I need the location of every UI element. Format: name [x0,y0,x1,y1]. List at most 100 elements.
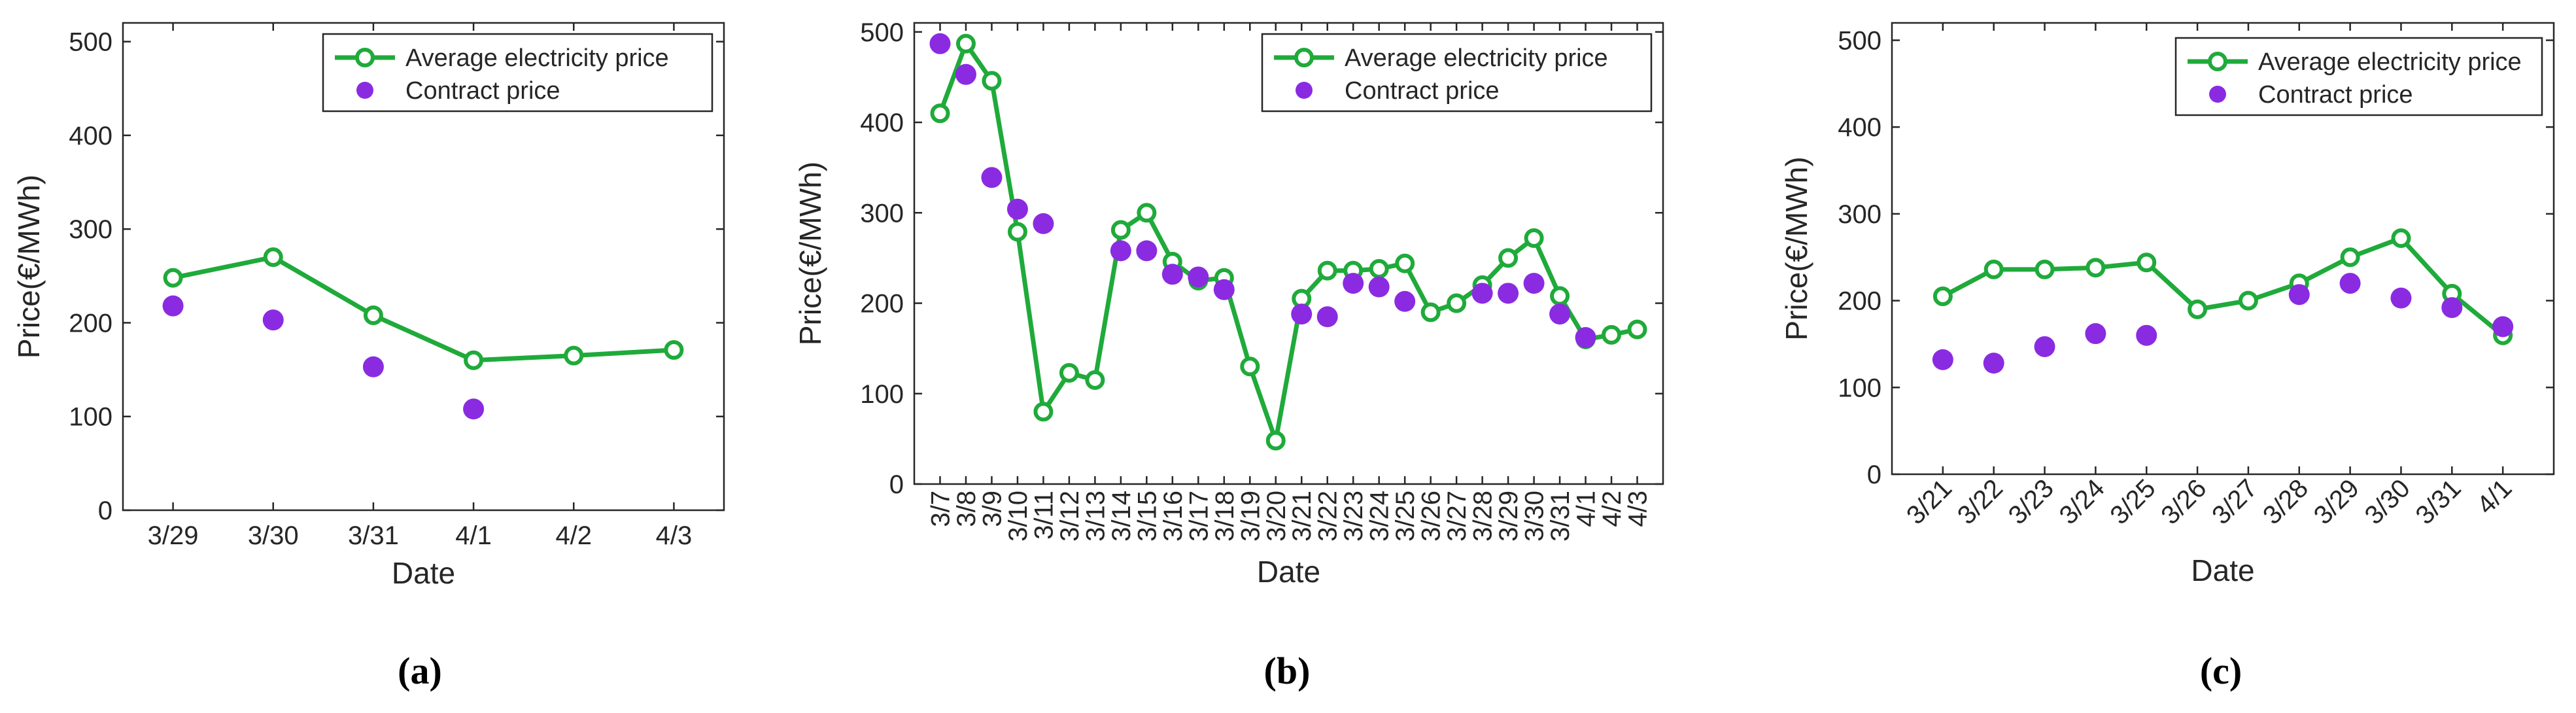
avg-price-marker [1984,259,2004,279]
x-tick-label: 3/26 [1417,491,1446,542]
y-tick-label: 300 [860,199,904,228]
x-tick-label: 3/15 [1133,491,1161,542]
avg-price-marker [263,247,283,268]
x-tick-label: 4/2 [555,521,592,550]
contract-price-dot [1213,279,1235,300]
x-tick-label: 3/28 [1469,491,1498,542]
x-tick-label: 3/18 [1211,491,1239,542]
x-tick-label: 3/23 [1339,491,1368,542]
x-tick-label: 3/30 [1520,491,1549,542]
contract-price-dot [463,398,485,420]
x-tick-label: 4/1 [455,521,492,550]
x-tick-label: 3/31 [348,521,399,550]
y-tick-label: 100 [69,403,112,432]
y-tick-label: 300 [1838,200,1881,229]
avg-price-marker [1395,253,1415,273]
avg-price-marker [1265,430,1286,451]
y-tick-label: 400 [860,109,904,137]
contract-price-dot [1291,304,1313,325]
x-tick-label: 3/25 [2104,474,2161,530]
x-tick-label: 3/8 [952,491,981,527]
contract-price-dot [2136,324,2157,346]
x-tick-label: 3/29 [1494,491,1523,542]
x-tick-label: 3/30 [2360,474,2416,530]
avg-price-marker [664,340,684,360]
avg-price-marker [564,345,584,366]
x-tick-label: 3/29 [2309,474,2365,530]
contract-price-dot [2492,316,2514,338]
legend-label-contract: Contract price [1345,77,1500,105]
x-tick-label: 3/16 [1159,491,1188,542]
contract-price-dot [1316,306,1338,328]
legend-dot-sample [1296,82,1313,99]
avg-price-marker [2340,247,2360,268]
contract-price-dot [1110,240,1131,262]
y-axis-label: Price(€/MWh) [793,162,827,345]
x-tick-label: 3/27 [2207,474,2263,530]
x-tick-label: 3/28 [2258,474,2314,530]
avg-price-marker [1932,286,1953,306]
y-tick-label: 400 [1838,113,1881,142]
avg-price-marker [930,103,950,124]
contract-price-dot [1575,327,1596,349]
legend-marker-sample [355,48,375,67]
y-tick-label: 0 [1867,461,1881,489]
avg-price-marker [1420,302,1441,322]
avg-price-marker [1369,259,1389,279]
legend-label-contract: Contract price [405,77,560,105]
y-tick-label: 500 [69,28,112,57]
avg-price-marker [955,33,976,54]
x-tick-label: 4/1 [2471,474,2517,519]
legend-box [322,33,713,113]
x-tick-label: 4/3 [1624,491,1653,527]
x-tick-label: 3/11 [1029,491,1058,540]
legend-label-contract: Contract price [2258,81,2413,109]
contract-price-dot [929,33,951,54]
avg-price-line [172,254,674,363]
x-axis-label: Date [392,556,455,590]
y-tick-label: 0 [889,470,904,499]
avg-price-marker [982,71,1002,91]
y-tick-label: 200 [1838,287,1881,316]
contract-price-dot [2390,287,2412,309]
x-tick-label: 3/21 [1288,491,1316,542]
y-tick-label: 500 [860,18,904,47]
panel-caption: (a) [398,650,442,692]
avg-price-marker [464,350,484,370]
panel-caption: (c) [2200,650,2242,692]
x-tick-label: 3/29 [148,521,199,550]
y-tick-label: 300 [69,215,112,244]
contract-price-dot [1932,349,1953,370]
avg-price-marker [1033,402,1054,422]
contract-price-dot [1188,266,1209,288]
legend-box [1261,33,1653,113]
contract-price-dot [162,295,184,317]
x-tick-label: 3/21 [1901,474,1957,530]
avg-price-marker [1240,356,1260,377]
avg-price-marker [1550,286,1570,306]
avg-price-marker [2238,290,2258,311]
contract-price-dot [1394,290,1416,312]
legend-dot-sample [2209,86,2226,103]
avg-price-line [938,41,1638,443]
x-tick-label: 3/24 [1365,491,1394,542]
avg-price-marker [1602,324,1622,345]
avg-price-marker [163,268,183,288]
contract-price-dot [1983,353,2004,374]
x-tick-label: 3/31 [1546,491,1575,542]
contract-price-dot [1161,264,1183,285]
y-axis-label: Price(€/MWh) [12,175,46,358]
avg-price-marker [1110,220,1131,240]
avg-price-marker [363,305,383,325]
x-tick-label: 3/7 [926,491,955,527]
x-tick-label: 3/10 [1004,491,1033,542]
contract-price-dot [2288,284,2310,305]
x-tick-label: 3/22 [1952,474,2008,530]
legend-label-avg: Average electricity price [1345,44,1608,72]
x-tick-label: 3/25 [1391,491,1420,542]
panel-caption: (b) [1264,650,1311,692]
avg-price-marker [2086,258,2106,278]
panel-a-chart: 0 100 200 300 400 500 3/29 3/30 3/31 4/1 4/2 4/3 Dat… [12,22,725,692]
x-tick-label: 3/30 [248,521,299,550]
